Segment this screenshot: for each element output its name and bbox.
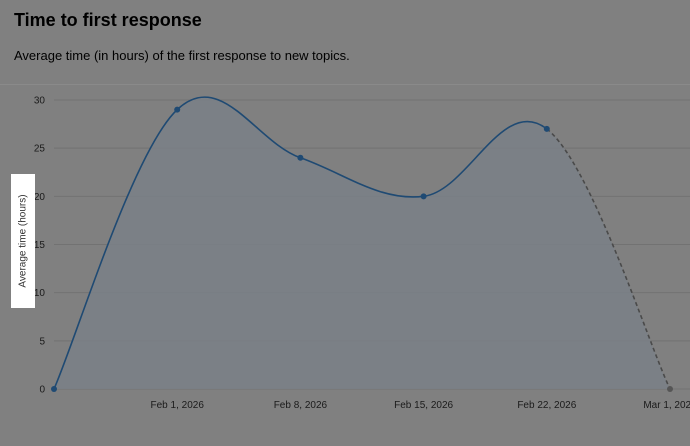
y-axis-label-box: [11, 174, 35, 308]
y-axis-ticks: 0 5 10 15 20 25 30: [34, 96, 46, 396]
x-tick-label: Mar 1, 2026: [643, 400, 690, 411]
x-tick-label: Feb 1, 2026: [151, 400, 205, 411]
y-axis-label: Average time (hours): [17, 194, 29, 288]
data-point: [420, 193, 427, 200]
series-line-dashed: [546, 128, 671, 390]
data-point: [174, 106, 181, 113]
page-title: Time to first response: [14, 10, 202, 30]
x-tick-label: Feb 8, 2026: [274, 400, 328, 411]
y-tick-label: 5: [39, 336, 45, 347]
y-tick-label: 25: [34, 144, 46, 155]
series-area: [54, 97, 670, 390]
y-tick-label: 20: [34, 192, 46, 203]
series-line: [53, 96, 548, 390]
data-point: [543, 125, 550, 132]
y-tick-label: 30: [34, 96, 46, 107]
data-point: [667, 386, 673, 392]
series-points: [51, 106, 673, 392]
x-axis-ticks: Feb 1, 2026 Feb 8, 2026 Feb 15, 2026 Feb 22…: [151, 400, 690, 411]
page-subtitle: Average time (in hours) of the first res…: [14, 48, 350, 63]
x-tick-label: Feb 22, 2026: [517, 400, 576, 411]
data-point: [297, 154, 304, 161]
header-divider: [0, 84, 690, 85]
data-point: [51, 386, 57, 392]
y-tick-label: 0: [39, 385, 45, 396]
y-tick-label: 15: [34, 240, 46, 251]
x-tick-label: Feb 15, 2026: [394, 400, 453, 411]
y-tick-label: 10: [34, 288, 46, 299]
